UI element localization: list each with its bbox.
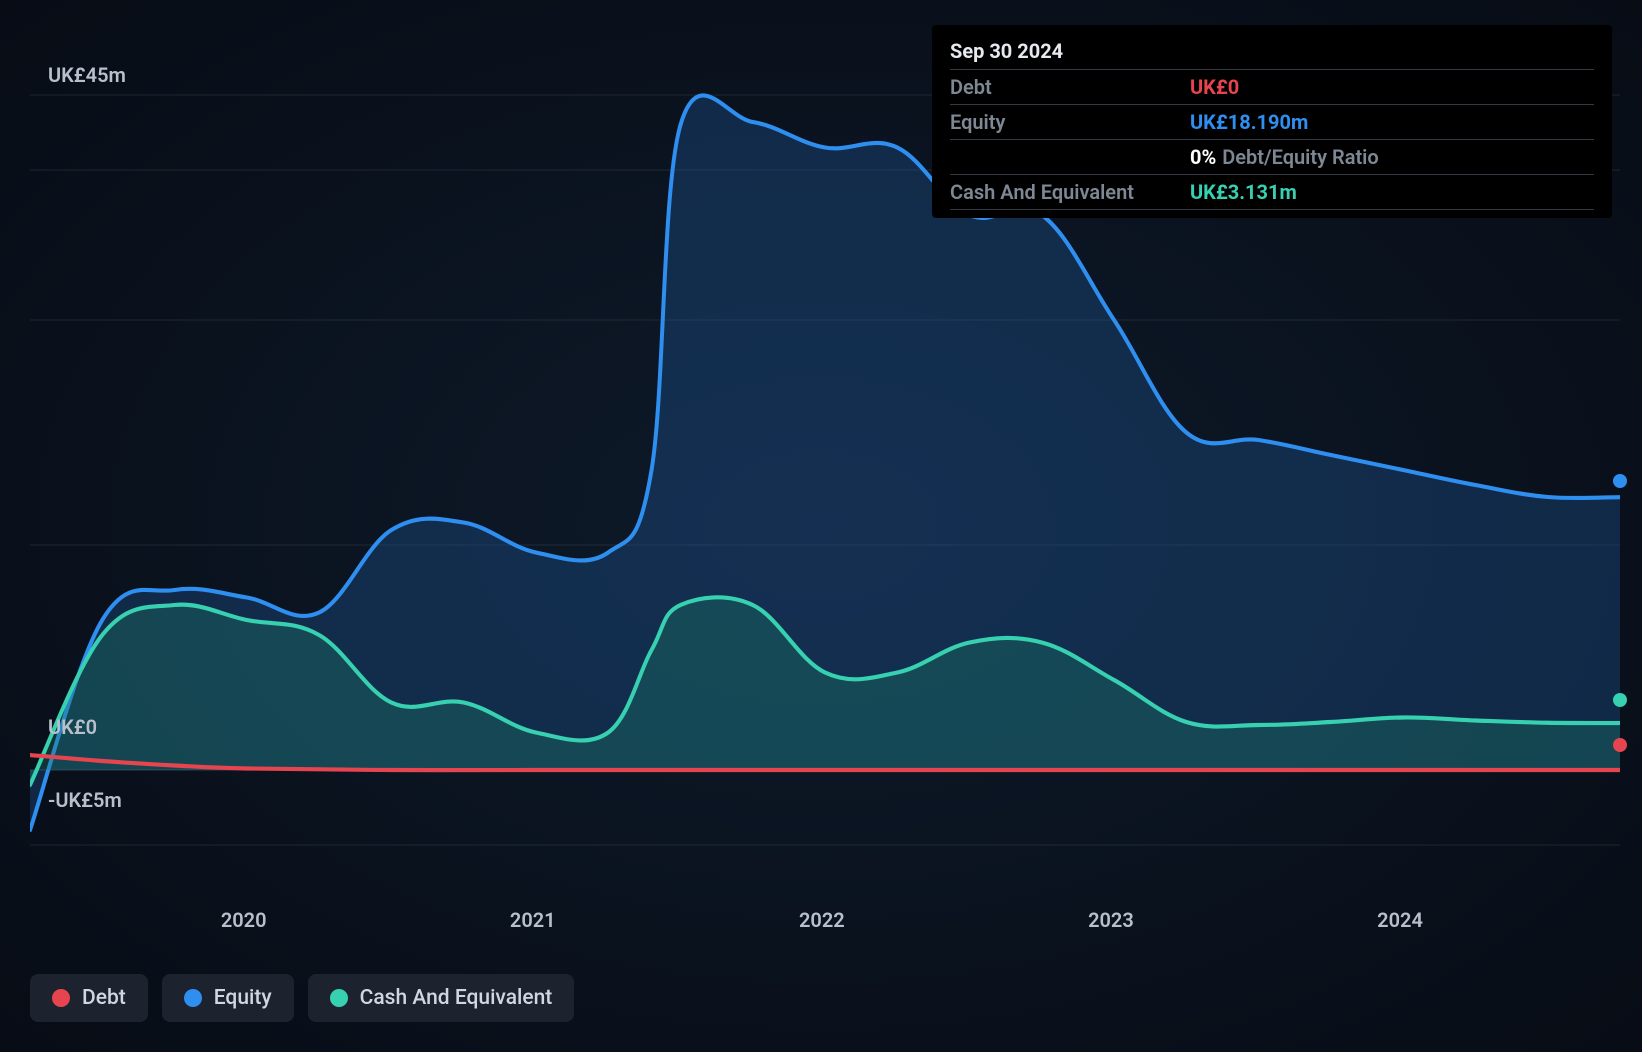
tooltip-row-label: Equity: [950, 110, 1190, 134]
end-marker-equity: [1613, 474, 1627, 488]
legend-item-equity[interactable]: Equity: [162, 974, 294, 1022]
legend-label: Equity: [214, 986, 272, 1010]
data-tooltip: Sep 30 2024 DebtUK£0EquityUK£18.190m0%De…: [932, 25, 1612, 218]
tooltip-ratio-text: Debt/Equity Ratio: [1222, 145, 1378, 169]
tooltip-row: EquityUK£18.190m: [950, 105, 1594, 140]
legend-label: Debt: [82, 986, 126, 1010]
tooltip-row: DebtUK£0: [950, 70, 1594, 105]
legend-dot: [52, 989, 70, 1007]
tooltip-row-value: UK£18.190m: [1190, 110, 1308, 134]
end-marker-debt: [1613, 738, 1627, 752]
tooltip-rows: DebtUK£0EquityUK£18.190m0%Debt/Equity Ra…: [950, 70, 1594, 210]
tooltip-row-label: Debt: [950, 75, 1190, 99]
legend-dot: [184, 989, 202, 1007]
x-axis-label: 2022: [799, 908, 845, 932]
legend-item-cash-and-equivalent[interactable]: Cash And Equivalent: [308, 974, 575, 1022]
tooltip-row-label: Cash And Equivalent: [950, 180, 1190, 204]
tooltip-row-value: UK£3.131m: [1190, 180, 1297, 204]
legend-label: Cash And Equivalent: [360, 986, 553, 1010]
chart-legend: Debt Equity Cash And Equivalent: [30, 974, 574, 1022]
legend-item-debt[interactable]: Debt: [30, 974, 148, 1022]
end-marker-cash: [1613, 693, 1627, 707]
legend-dot: [330, 989, 348, 1007]
y-axis-label: -UK£5m: [48, 788, 122, 812]
y-axis-label: UK£45m: [48, 63, 126, 87]
tooltip-row-label: [950, 145, 1190, 169]
tooltip-date: Sep 30 2024: [950, 35, 1594, 70]
x-axis-label: 2023: [1088, 908, 1134, 932]
tooltip-row: Cash And EquivalentUK£3.131m: [950, 175, 1594, 210]
x-axis-label: 2021: [510, 908, 556, 932]
y-axis-label: UK£0: [48, 715, 97, 739]
x-axis-label: 2024: [1377, 908, 1423, 932]
x-axis-label: 2020: [221, 908, 267, 932]
tooltip-ratio-percent: 0%: [1190, 145, 1216, 169]
tooltip-row-value: UK£0: [1190, 75, 1239, 99]
tooltip-row: 0%Debt/Equity Ratio: [950, 140, 1594, 175]
